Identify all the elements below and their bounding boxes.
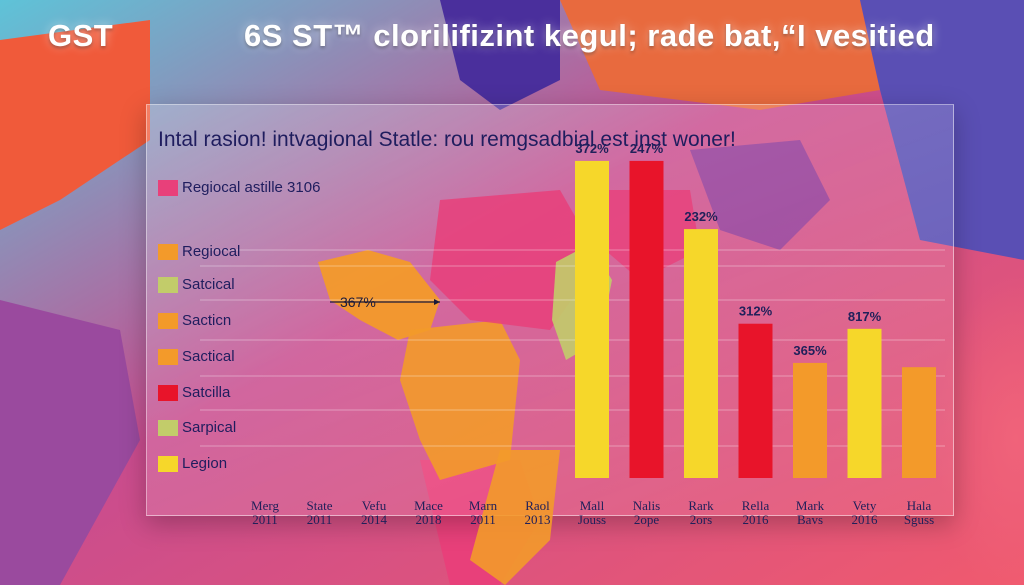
legend-label: Regiocal [182,243,241,260]
x-tick-label: Marn [469,498,498,513]
bar [793,362,827,478]
x-tick-label: Merg [251,498,279,513]
legend-label: Legion [182,455,228,472]
legend-swatch [158,244,178,260]
bar-value-label: 247% [630,141,664,156]
bar-value-label: 372% [575,141,609,156]
legend-swatch [158,313,178,329]
x-tick-label: Jouss [578,512,606,527]
bar [902,367,936,478]
chart-x-ticks: Merg2011State2011Vefu2014Mace2018Marn201… [251,498,934,527]
bar-value-label: 365% [793,343,827,358]
x-tick-label: Raol [525,498,550,513]
x-tick-label: 2ors [690,512,712,527]
map-region-east-india [690,140,830,250]
chart-bars [575,160,936,478]
x-tick-label: 2011 [307,512,333,527]
headline: 6S ST™ clorilifizint kegul; rade bat,“I … [244,18,935,53]
x-tick-label: 2018 [416,512,442,527]
map-region-northeast [560,0,880,110]
map-region-southwest [0,300,140,585]
map-region-west [0,20,150,230]
map-region-east [860,0,1024,260]
legend-label: Satcical [182,276,235,293]
x-tick-label: Nalis [633,498,660,513]
chart-bar-labels: 372% 247% 232% 312% 365% 817% [575,141,881,358]
map-annotation-value: 367% [340,294,376,310]
x-tick-label: Bavs [797,512,823,527]
map-region-southeast [860,260,1024,585]
legend-label: Sactical [182,348,235,365]
x-tick-label: Mark [796,498,825,513]
legend-label: Satcilla [182,384,231,401]
x-tick-label: Mace [414,498,443,513]
brand-logo: GST [48,18,114,53]
x-tick-label: Vefu [362,498,387,513]
x-tick-label: 2011 [470,512,496,527]
legend-swatch [158,277,178,293]
bar [847,328,882,478]
legend-label: Sarpical [182,419,237,436]
legend-swatch [158,385,178,401]
x-tick-label: 2014 [361,512,388,527]
x-tick-label: Rella [742,498,770,513]
annotation-arrowhead [434,299,440,305]
map-shape-gujarat [318,250,440,340]
legend-label: Regiocal astille 3106 [182,179,321,196]
bar [738,323,773,478]
x-tick-label: Sguss [904,512,934,527]
x-tick-label: 2011 [252,512,278,527]
bar-value-label: 312% [739,304,773,319]
map-shape-southern [470,450,560,585]
bar-value-label: 817% [848,309,882,324]
bar-value-label: 232% [684,209,718,224]
legend-label: Sacticn [182,312,232,329]
map-shape-maharashtra [400,320,520,480]
x-tick-label: Rark [688,498,714,513]
bar [575,160,609,478]
legend-swatch [158,180,178,196]
x-tick-label: Hala [907,498,932,513]
legend-swatch [158,349,178,365]
x-tick-label: 2ope [634,512,660,527]
map-region-north [440,0,560,110]
x-tick-label: Mall [580,498,605,513]
x-tick-label: 2013 [525,512,551,527]
x-tick-label: 2016 [852,512,879,527]
x-tick-label: Vety [853,498,877,513]
x-tick-label: 2016 [743,512,770,527]
bar [629,160,664,478]
bar [684,229,718,478]
x-tick-label: State [307,498,333,513]
chart-title: Intal rasion! intvagional Statle: rou re… [158,128,736,151]
legend-swatch [158,420,178,436]
legend-swatch [158,456,178,472]
